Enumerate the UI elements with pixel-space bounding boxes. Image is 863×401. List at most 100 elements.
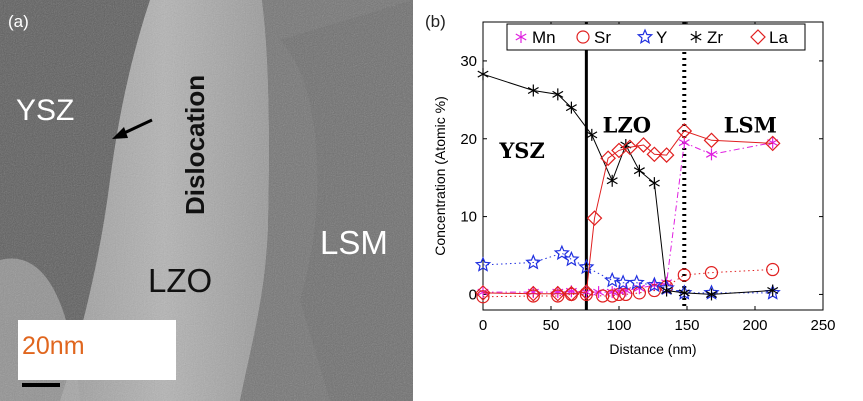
- x-tick-label: 250: [810, 317, 835, 334]
- legend-label-mn: Mn: [532, 28, 556, 47]
- series-la-point-shape: [475, 285, 491, 301]
- lzo-label: LZO: [148, 262, 213, 299]
- scale-bar-text: 20nm: [22, 332, 85, 360]
- series-sr-point: [704, 266, 719, 280]
- series-la-line: [482, 130, 773, 295]
- series-mn-point-stroke: [678, 139, 690, 147]
- series-sr-point: [551, 289, 565, 303]
- series-zr-point-stroke: [705, 290, 717, 298]
- series-zr-point: [705, 288, 717, 301]
- series-la-point-shape: [578, 284, 595, 300]
- series-la-point: [578, 284, 595, 300]
- concentration-chart-panel: 0 50 100 150 200 250 0 10 20 30 Distance (nm) Conce…: [413, 0, 863, 401]
- series-la-point-shape: [703, 132, 720, 149]
- series-zr-point-stroke: [633, 167, 645, 175]
- series-zr-point: [661, 284, 673, 297]
- series-y-point: [603, 271, 621, 288]
- series-sr-point: [647, 283, 661, 298]
- series-la-point-shape: [622, 139, 638, 156]
- series-sr-point: [596, 289, 610, 303]
- legend-marker-sr: [576, 30, 590, 44]
- series-zr-point: [767, 284, 779, 297]
- series-zr-point: [586, 128, 598, 141]
- x-axis-title: Distance (nm): [609, 341, 696, 357]
- series-zr-point: [606, 174, 618, 187]
- series-sr-point-shape: [526, 289, 540, 303]
- x-tick-label: 150: [674, 317, 699, 334]
- series-y-line: [482, 252, 773, 294]
- series-zr-point: [565, 101, 577, 114]
- series-y-point-shape: [628, 274, 645, 290]
- series-y-point: [553, 244, 570, 261]
- series-sr-point: [677, 268, 691, 282]
- series-la-point: [475, 285, 491, 301]
- series-la-point: [703, 132, 720, 149]
- concentration-chart: 0 50 100 150 200 250 0 10 20 30 Distance (nm) Conce…: [432, 21, 836, 357]
- legend-marker-la: [750, 29, 766, 45]
- region-label-ysz: YSZ: [498, 138, 545, 163]
- series-la-point: [563, 285, 580, 302]
- legend-marker-y: [636, 28, 654, 44]
- series-la-point: [586, 210, 603, 226]
- y-axis-title: Concentration (Atomic %): [432, 96, 448, 256]
- legend-label-y: Y: [656, 28, 667, 47]
- dislocation-label: Dislocation: [180, 74, 210, 215]
- series-y-point: [646, 276, 663, 293]
- series-y-point-shape: [578, 258, 595, 275]
- series-la-point: [676, 123, 693, 139]
- legend-marker-zr: [690, 31, 702, 43]
- series-la-point-shape: [586, 210, 603, 226]
- series-zr-point: [678, 286, 690, 299]
- series-zr-point-stroke: [648, 179, 660, 187]
- x-tick-label: 0: [479, 317, 487, 334]
- series-y-point: [614, 274, 632, 290]
- region-label-lzo: LZO: [603, 113, 651, 138]
- series-sr-point-shape: [551, 289, 565, 303]
- plot-area: [482, 21, 824, 311]
- series-y-point-shape: [603, 271, 621, 288]
- series-la-point-shape: [549, 285, 566, 302]
- y-tick-label: 30: [460, 53, 477, 70]
- series-y-point: [563, 250, 580, 267]
- legend-box: [506, 23, 806, 51]
- series-la-point-shape: [525, 285, 542, 302]
- series-zr-point-stroke: [586, 131, 598, 139]
- series-la-point: [525, 285, 542, 302]
- series-la-point: [549, 285, 566, 302]
- legend: Mn Sr Y Zr La: [506, 23, 806, 51]
- series-y-point-shape: [646, 276, 663, 293]
- region-label-lsm: LSM: [724, 113, 777, 138]
- dislocation-arrow: [121, 118, 153, 136]
- series-sr-point-shape: [596, 289, 610, 303]
- series-zr-point-stroke: [661, 287, 673, 295]
- series-y-point-shape: [614, 274, 632, 290]
- series-y-point-shape: [553, 244, 570, 261]
- series-sr-point-shape: [605, 289, 619, 303]
- series-sr-point-shape: [704, 266, 719, 280]
- series-y-point: [578, 258, 595, 275]
- legend-marker-y-shape: [636, 28, 654, 44]
- panel-a-label: (a): [8, 12, 29, 31]
- series-sr-point: [526, 289, 540, 303]
- series-sr-point: [619, 287, 633, 302]
- series-la-point: [646, 146, 663, 163]
- series-y-point-shape: [525, 253, 542, 270]
- series-zr-point-stroke: [678, 289, 690, 297]
- series-y-point: [628, 274, 645, 290]
- series-sr-point-shape: [766, 262, 780, 277]
- scale-bar: [22, 383, 60, 387]
- series-mn-point: [620, 284, 632, 297]
- x-tick-label: 100: [606, 317, 631, 334]
- legend-marker-la-shape: [750, 29, 766, 45]
- lsm-label: LSM: [320, 224, 388, 261]
- series-zr-point-stroke: [767, 287, 779, 295]
- series-mn-point-stroke: [705, 150, 717, 158]
- series-sr-point-shape: [647, 283, 661, 298]
- x-tick-label: 200: [742, 317, 767, 334]
- legend-marker-mn: [515, 31, 527, 43]
- series-la-point-shape: [676, 123, 693, 139]
- series-sr-point: [476, 290, 490, 304]
- series-sr-point-shape: [677, 268, 691, 282]
- series-y-point-shape: [474, 256, 492, 272]
- series-la-point-shape: [600, 150, 616, 167]
